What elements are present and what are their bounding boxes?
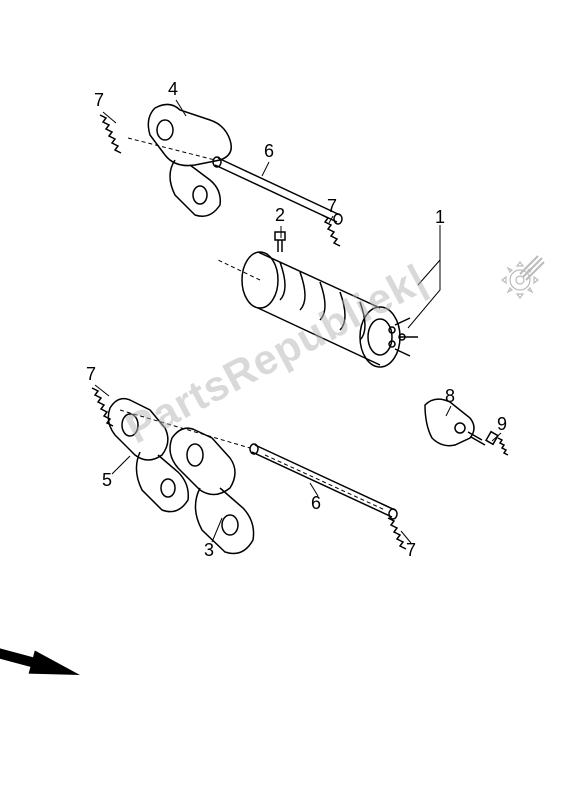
parts-diagram-svg: [0, 0, 578, 800]
shift-drum: [242, 252, 418, 367]
shift-fork-top: [148, 104, 231, 216]
callout-6b: 6: [311, 493, 321, 514]
callout-4: 4: [168, 79, 178, 100]
callout-2: 2: [275, 205, 285, 226]
leader-lines: [95, 100, 501, 543]
callout-7a: 7: [94, 90, 104, 111]
callout-7d: 7: [406, 540, 416, 561]
diagram-container: PartsRepubliek| 1 2 3 4 5 6 6 7 7 7 7 8 …: [0, 0, 578, 800]
callout-5: 5: [102, 470, 112, 491]
screw-top: [275, 232, 285, 252]
callout-7b: 7: [327, 196, 337, 217]
direction-arrow: [0, 641, 83, 686]
shaft-top: [100, 115, 342, 246]
callout-7c: 7: [86, 364, 96, 385]
callout-6a: 6: [264, 141, 274, 162]
callout-9: 9: [497, 414, 507, 435]
gear-settings-icon: [502, 256, 544, 298]
shift-fork-left: [108, 399, 188, 512]
callout-1: 1: [435, 207, 445, 228]
callout-3: 3: [204, 540, 214, 561]
shaft-bottom: [92, 388, 406, 549]
callout-8: 8: [445, 386, 455, 407]
shift-fork-center: [170, 428, 254, 553]
bolt: [468, 432, 508, 455]
